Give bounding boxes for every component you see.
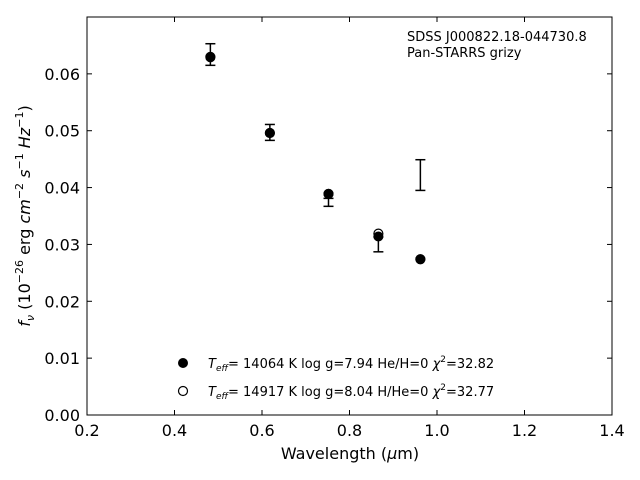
model-point-filled: [264, 127, 275, 138]
x-tick-label: 0.2: [74, 421, 99, 440]
y-tick-label: 0.04: [44, 179, 80, 198]
model-point-filled: [415, 254, 426, 265]
y-tick-label: 0.03: [44, 235, 80, 254]
y-axis-label: fν (10−26 erg cm−2 s−1 Hz−1): [13, 105, 37, 326]
x-axis-label: Wavelength (μm): [281, 444, 419, 463]
x-tick-label: 0.8: [337, 421, 362, 440]
legend-entry-2: Teff= 14917 K log g=8.04 H/He=0 χ2=32.77: [208, 383, 494, 402]
model-point-filled: [373, 231, 384, 242]
model-point-filled: [323, 188, 334, 199]
annotation-line-2: Pan-STARRS grizy: [407, 46, 522, 61]
x-tick-label: 0.6: [249, 421, 274, 440]
legend: Teff= 14064 K log g=7.94 He/H=0 χ2=32.82…: [177, 355, 494, 402]
legend-marker-filled: [178, 358, 188, 368]
x-tick-label: 1.4: [599, 421, 624, 440]
legend-marker-open: [177, 385, 189, 397]
x-tick-label: 0.4: [162, 421, 187, 440]
plot-frame: [86, 16, 613, 416]
x-tick-label: 1.0: [424, 421, 449, 440]
y-tick-label: 0.01: [44, 349, 80, 368]
model-point-filled: [205, 52, 216, 63]
annotation-line-1: SDSS J000822.18-044730.8: [407, 30, 587, 45]
y-tick-label: 0.02: [44, 292, 80, 311]
y-tick-label: 0.05: [44, 122, 80, 141]
y-tick-label: 0.00: [44, 406, 80, 425]
x-tick-label: 1.2: [512, 421, 537, 440]
legend-entry-1: Teff= 14064 K log g=7.94 He/H=0 χ2=32.82: [208, 355, 494, 374]
y-tick-label: 0.06: [44, 65, 80, 84]
